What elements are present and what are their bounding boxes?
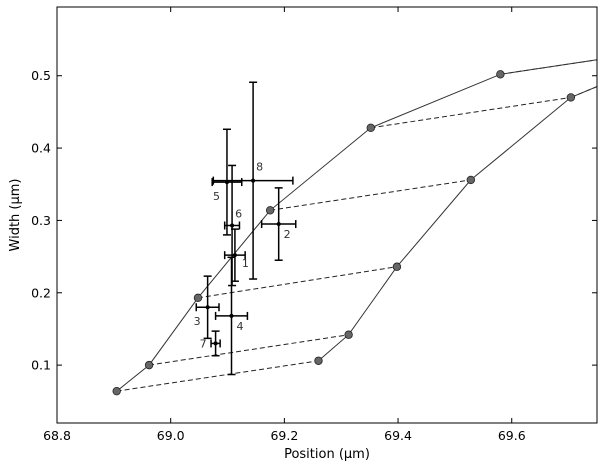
measurement-point: [205, 305, 210, 310]
measurement-errorbars: [195, 81, 297, 376]
left-curve-marker: [112, 386, 121, 396]
measurement-3: [195, 275, 220, 340]
measurement-point: [213, 341, 218, 346]
plot-frame: [56, 6, 598, 424]
measurement-5: [211, 128, 243, 236]
plot-area: [112, 59, 597, 396]
left-curve-marker: [144, 360, 154, 370]
measurement-7: [210, 330, 221, 357]
right-curve-marker: [314, 356, 323, 365]
left-curve-marker: [265, 206, 275, 215]
measurement-label: 3: [194, 315, 201, 328]
curve-markers: [112, 70, 576, 396]
measurement-point: [229, 313, 234, 318]
measurement-point: [230, 223, 235, 228]
right-curve-marker: [466, 175, 476, 185]
measurement-label: 2: [284, 228, 291, 241]
y-tick-label: 0.3: [31, 213, 51, 228]
x-tick-label: 69.6: [498, 428, 526, 443]
measurement-point: [276, 222, 281, 227]
x-tick-label: 69.2: [270, 428, 298, 443]
x-tick-label: 69.4: [384, 428, 412, 443]
right-curve-marker: [392, 262, 402, 271]
y-axis: 0.1 0.2 0.3 0.4 0.5: [31, 68, 597, 373]
left-curve-marker: [193, 293, 203, 303]
x-tick-label: 69.0: [157, 428, 185, 443]
dashed-link: [270, 179, 471, 211]
measurement-point: [251, 178, 256, 183]
measurement-label: 1: [242, 257, 249, 270]
left-curve-marker: [496, 70, 505, 79]
x-tick-label: 68.8: [43, 428, 71, 443]
measurement-point: [232, 253, 237, 258]
measurement-6: [223, 164, 241, 287]
y-tick-label: 0.5: [31, 68, 51, 83]
y-tick-label: 0.2: [31, 285, 51, 300]
y-tick-label: 0.4: [31, 141, 51, 156]
measurement-label: 6: [235, 207, 242, 220]
dashed-link: [370, 96, 571, 129]
measurement-label: 8: [256, 161, 263, 174]
point-labels: 1 2 3 4 5 6 7 8: [194, 161, 291, 351]
right-curve-marker: [344, 330, 353, 339]
right-curve-marker: [566, 93, 576, 102]
y-tick-label: 0.1: [31, 358, 51, 373]
measurement-8: [212, 81, 294, 280]
measurement-label: 5: [213, 190, 220, 203]
dashed-link: [149, 334, 349, 366]
dashed-link: [116, 360, 319, 392]
y-axis-label: Width (μm): [8, 179, 23, 252]
measurement-label: 7: [200, 337, 207, 350]
x-axis-label: Position (μm): [284, 447, 370, 462]
right-curve-line: [318, 86, 597, 362]
measurement-label: 4: [237, 320, 244, 333]
left-curve-marker: [366, 123, 375, 133]
x-axis: 68.8 69.0 69.2 69.4 69.6: [43, 7, 526, 443]
measurement-2: [260, 187, 297, 261]
